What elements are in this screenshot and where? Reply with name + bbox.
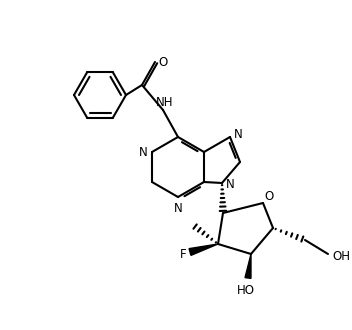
Text: O: O	[264, 189, 274, 203]
Text: N: N	[139, 146, 147, 158]
Text: NH: NH	[156, 96, 174, 110]
Polygon shape	[245, 254, 251, 279]
Text: N: N	[234, 127, 243, 141]
Text: O: O	[158, 56, 168, 70]
Text: OH: OH	[332, 249, 350, 262]
Text: HO: HO	[237, 283, 255, 296]
Text: N: N	[226, 179, 234, 191]
Text: N: N	[174, 202, 182, 214]
Text: F: F	[180, 248, 186, 260]
Polygon shape	[189, 244, 218, 255]
